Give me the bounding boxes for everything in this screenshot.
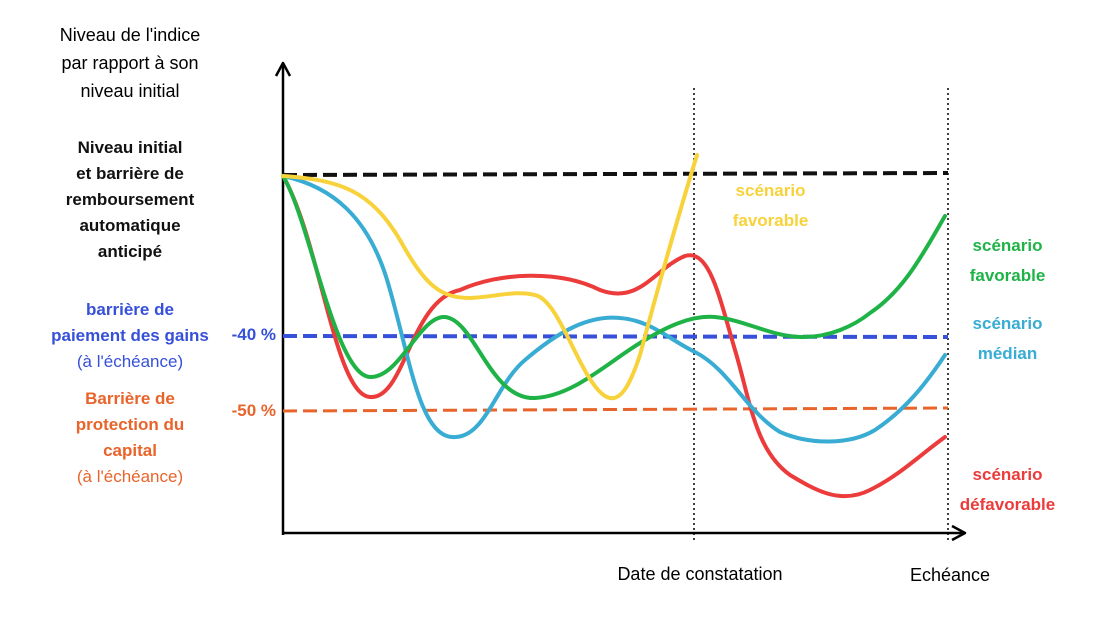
scenario-curve-green [281, 174, 947, 401]
x-axis [283, 524, 967, 542]
initial-level-line [282, 171, 949, 177]
maturity-label: Echéance [909, 565, 991, 585]
initial-level-label: Niveau initial et barrière de remboursem… [65, 138, 195, 261]
scenario-curve-blue [281, 174, 947, 444]
scenario-curve-red [281, 174, 947, 499]
y-axis [274, 61, 292, 535]
scenario-curve-yellow [281, 153, 699, 400]
gain-barrier-level: -40 % [231, 325, 276, 344]
scenario-label-green: scénario favorable [969, 236, 1046, 285]
scenario-label-blue: scénario médian [972, 314, 1043, 363]
capital-barrier-level: -50 % [231, 401, 276, 420]
y-axis-title: Niveau de l'indice par rapport à son niv… [59, 25, 201, 101]
gain-barrier-line [282, 334, 949, 339]
gain-barrier-label: barrière de paiement des gains (à l'éché… [51, 300, 209, 371]
observation-date-label: Date de constatation [617, 564, 783, 584]
scenario-label-yellow: scénario favorable [732, 181, 809, 230]
scenario-label-red: scénario défavorable [959, 465, 1056, 514]
capital-barrier-line [282, 406, 949, 413]
capital-barrier-label: Barrière de protection du capital (à l'é… [75, 389, 185, 486]
